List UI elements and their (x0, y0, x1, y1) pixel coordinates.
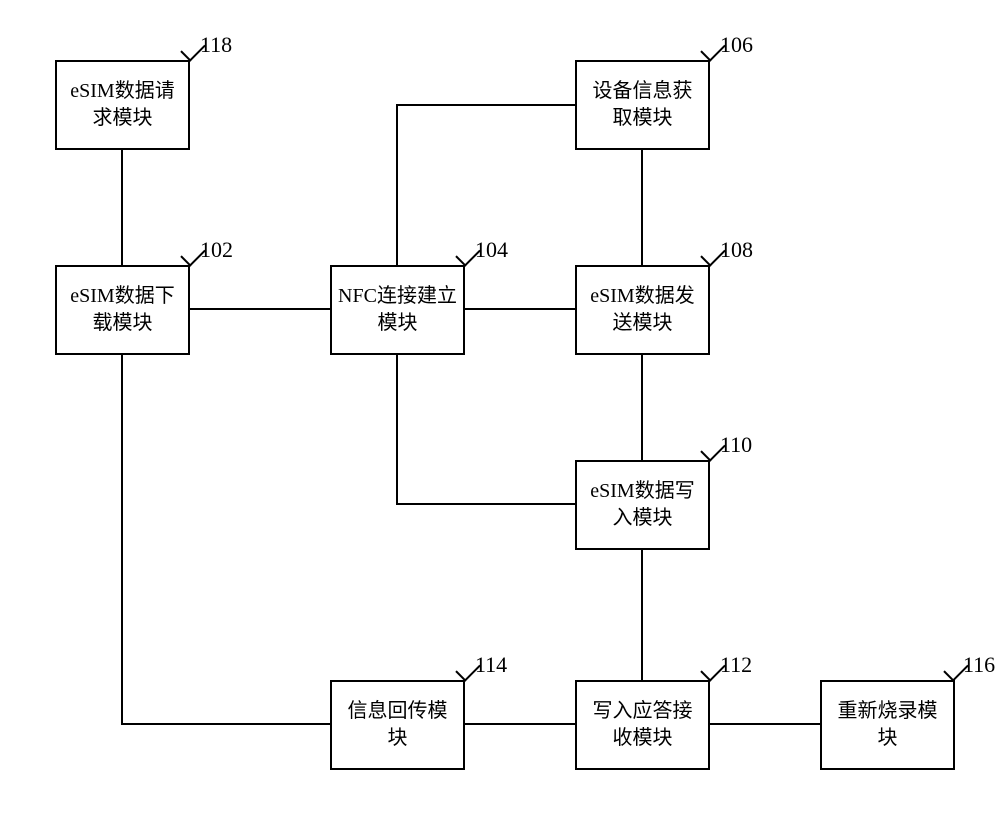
edge (465, 308, 575, 310)
node-esim-send: eSIM数据发送模块 (575, 265, 710, 355)
edge (121, 723, 330, 725)
edge (190, 308, 330, 310)
node-info-return: 信息回传模块 (330, 680, 465, 770)
edge (396, 105, 398, 265)
node-label: eSIM数据下载模块 (63, 283, 182, 337)
diagram-canvas: eSIM数据请求模块 设备信息获取模块 eSIM数据下载模块 NFC连接建立模块… (0, 0, 1000, 820)
node-label: eSIM数据请求模块 (63, 78, 182, 132)
node-esim-request: eSIM数据请求模块 (55, 60, 190, 150)
node-nfc-connect: NFC连接建立模块 (330, 265, 465, 355)
edge (465, 723, 575, 725)
node-label: eSIM数据写入模块 (583, 478, 702, 532)
edge (396, 503, 575, 505)
node-write-ack: 写入应答接收模块 (575, 680, 710, 770)
node-label: eSIM数据发送模块 (583, 283, 702, 337)
node-esim-write: eSIM数据写入模块 (575, 460, 710, 550)
node-reburn: 重新烧录模块 (820, 680, 955, 770)
edge (641, 550, 643, 680)
node-label: 重新烧录模块 (828, 698, 947, 752)
edge (641, 150, 643, 265)
node-device-info: 设备信息获取模块 (575, 60, 710, 150)
edge (641, 355, 643, 460)
edge (121, 150, 123, 265)
edge (396, 355, 398, 505)
node-label: NFC连接建立模块 (338, 283, 457, 337)
node-label: 信息回传模块 (338, 698, 457, 752)
edge (710, 723, 820, 725)
edge (121, 355, 123, 725)
edge (396, 104, 575, 106)
node-label: 设备信息获取模块 (583, 78, 702, 132)
node-esim-download: eSIM数据下载模块 (55, 265, 190, 355)
node-label: 写入应答接收模块 (583, 698, 702, 752)
